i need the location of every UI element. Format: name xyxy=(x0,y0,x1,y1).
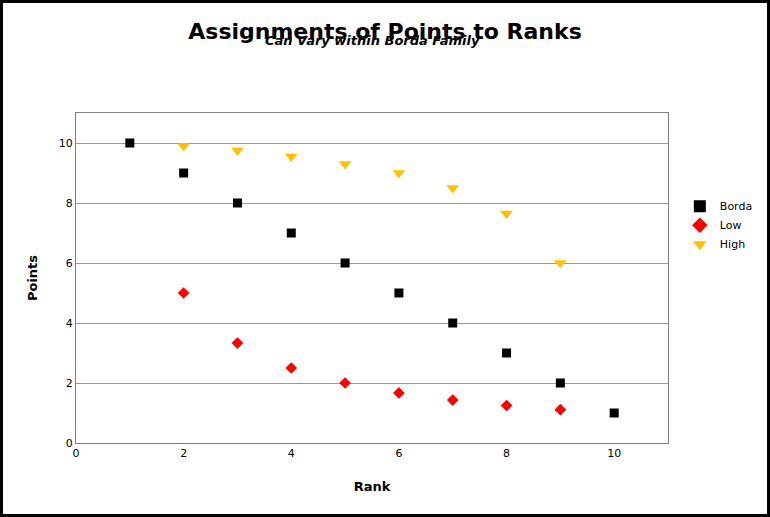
svg-text:10: 10 xyxy=(607,447,621,460)
svg-text:8: 8 xyxy=(66,197,73,210)
svg-text:0: 0 xyxy=(66,437,73,450)
svg-text:2: 2 xyxy=(66,377,73,390)
svg-text:Can Vary within Borda Family: Can Vary within Borda Family xyxy=(265,33,480,48)
svg-text:Assignments of Points to Ranks: Assignments of Points to Ranks xyxy=(188,19,581,44)
svg-text:Borda: Borda xyxy=(720,200,752,213)
svg-text:6: 6 xyxy=(395,447,402,460)
svg-text:2: 2 xyxy=(180,447,187,460)
svg-text:Rank: Rank xyxy=(354,479,391,494)
svg-text:High: High xyxy=(720,238,745,251)
svg-text:Points: Points xyxy=(25,255,40,301)
svg-text:0: 0 xyxy=(73,447,80,460)
svg-text:4: 4 xyxy=(66,317,73,330)
svg-text:6: 6 xyxy=(66,257,73,270)
svg-text:Low: Low xyxy=(720,219,742,232)
svg-text:10: 10 xyxy=(59,137,73,150)
svg-text:8: 8 xyxy=(503,447,510,460)
svg-text:4: 4 xyxy=(288,447,295,460)
